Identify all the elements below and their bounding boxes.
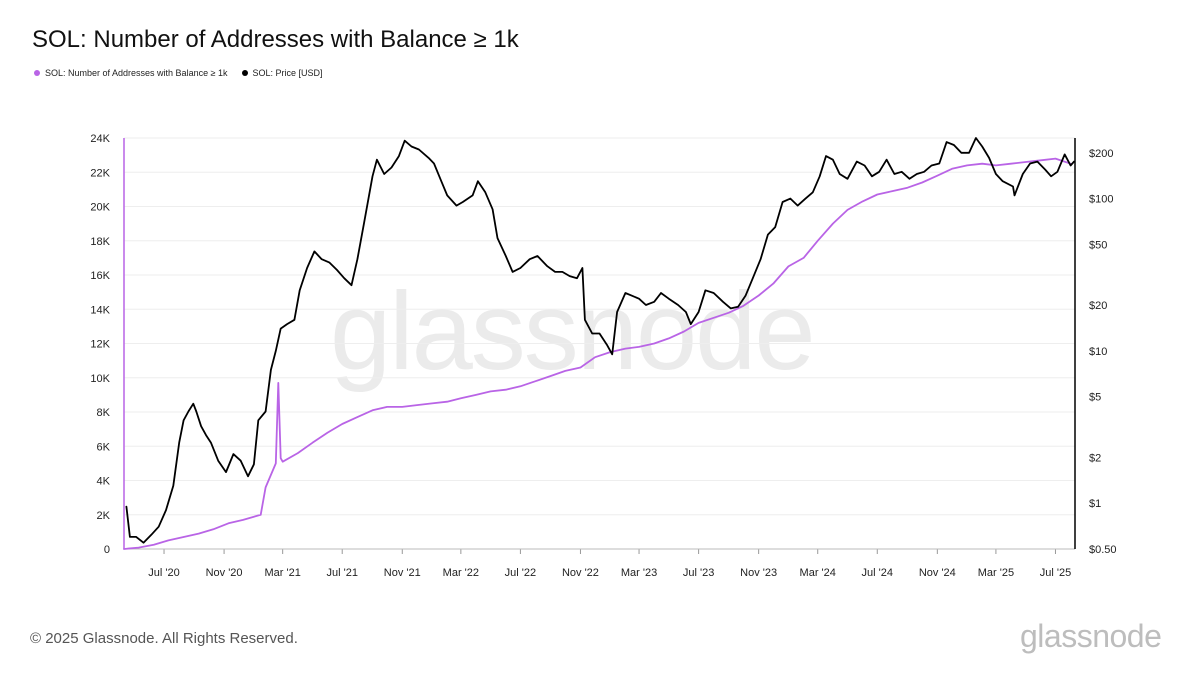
y-left-tick-label: 16K (90, 270, 110, 282)
x-tick-label: Mar '25 (978, 567, 1014, 579)
y-right-tick-label: $10 (1089, 346, 1107, 358)
y-left-tick-label: 20K (90, 202, 110, 214)
y-right-tick-label: $0.50 (1089, 544, 1117, 556)
y-left-tick-label: 6K (97, 441, 111, 453)
y-left-tick-label: 2K (97, 510, 111, 522)
series-line-addresses (123, 157, 1072, 550)
x-tick-label: Nov '21 (384, 567, 421, 579)
x-tick-label: Nov '22 (562, 567, 599, 579)
y-right-tick-label: $1 (1089, 498, 1101, 510)
x-tick-label: Nov '24 (919, 567, 956, 579)
y-left-tick-label: 4K (97, 476, 111, 488)
chart-title: SOL: Number of Addresses with Balance ≥ … (32, 26, 519, 53)
legend-label-price: SOL: Price [USD] (252, 68, 323, 78)
tick-labels: 0 2K 4K 6K 8K 10K 12K 14K 16K 18K 20K 22K 24K $0.50 $1… (90, 133, 1116, 579)
y-right-tick-label: $2 (1089, 452, 1101, 464)
x-tick-label: Jul '22 (505, 567, 536, 579)
x-tick-label: Nov '20 (206, 567, 243, 579)
legend: SOL: Number of Addresses with Balance ≥ … (34, 68, 323, 78)
x-tick-label: Jul '25 (1040, 567, 1071, 579)
copyright-footer: © 2025 Glassnode. All Rights Reserved. (30, 630, 298, 647)
gridlines (124, 137, 1075, 516)
x-tick-label: Mar '23 (621, 567, 657, 579)
y-left-tick-label: 24K (90, 133, 110, 145)
x-tick-label: Jul '23 (683, 567, 714, 579)
series-line-price (125, 137, 1075, 544)
legend-item-addresses[interactable]: SOL: Number of Addresses with Balance ≥ … (34, 68, 228, 78)
y-left-tick-label: 22K (90, 167, 110, 179)
x-tick-label: Mar '24 (800, 567, 836, 579)
legend-dot-addresses (34, 70, 40, 76)
watermark: glassnode (330, 270, 815, 393)
axes (123, 138, 1076, 554)
y-left-tick-label: 14K (90, 304, 110, 316)
y-left-tick-label: 10K (90, 373, 110, 385)
y-left-tick-label: 8K (97, 407, 111, 419)
x-tick-label: Jul '24 (862, 567, 893, 579)
y-right-tick-label: $5 (1089, 392, 1101, 404)
y-right-tick-label: $200 (1089, 148, 1113, 160)
x-tick-label: Jul '20 (148, 567, 179, 579)
x-tick-label: Mar '21 (264, 567, 300, 579)
y-right-tick-label: $20 (1089, 300, 1107, 312)
series-layer (123, 137, 1075, 550)
x-tick-label: Jul '21 (326, 567, 357, 579)
legend-label-addresses: SOL: Number of Addresses with Balance ≥ … (45, 68, 228, 78)
legend-dot-price (241, 70, 248, 76)
y-left-tick-label: 12K (90, 339, 110, 351)
y-right-tick-label: $100 (1089, 194, 1113, 206)
x-tick-label: Nov '23 (740, 567, 777, 579)
glassnode-logo[interactable]: glassnode (1020, 618, 1162, 654)
x-tick-label: Mar '22 (443, 567, 479, 579)
y-right-tick-label: $50 (1089, 239, 1107, 251)
y-left-tick-label: 18K (90, 236, 110, 248)
legend-item-price[interactable]: SOL: Price [USD] (241, 68, 323, 78)
y-left-tick-label: 0 (104, 544, 110, 556)
